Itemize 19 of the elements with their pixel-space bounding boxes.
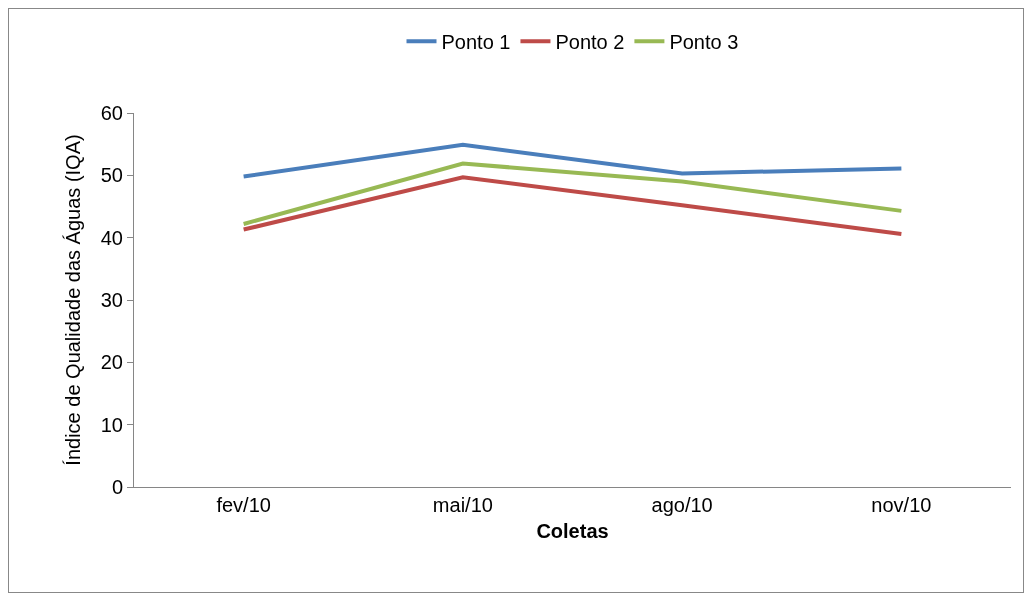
x-tick-label: ago/10 — [651, 494, 713, 516]
y-tick-label: 30 — [100, 289, 123, 311]
x-tick-label: fev/10 — [216, 494, 271, 516]
y-tick-label: 10 — [100, 413, 123, 436]
line-series — [241, 161, 904, 226]
x-tick-label: mai/10 — [432, 494, 493, 516]
y-tick-label: 50 — [100, 164, 123, 187]
line-series — [241, 142, 904, 179]
y-tick-label: 0 — [111, 476, 123, 498]
x-axis-title: Coletas — [536, 519, 609, 542]
legend-label: Ponto 3 — [669, 30, 739, 53]
y-tick-label: 40 — [100, 226, 123, 249]
legend-label: Ponto 1 — [441, 30, 511, 53]
y-axis-title: Índice de Qualidade das Águas (IQA) — [62, 134, 85, 466]
x-tick-label: nov/10 — [871, 494, 932, 516]
legend-label: Ponto 2 — [555, 30, 625, 53]
y-tick-label: 20 — [100, 351, 123, 374]
line-series — [241, 175, 904, 236]
y-tick-label: 60 — [100, 102, 123, 124]
